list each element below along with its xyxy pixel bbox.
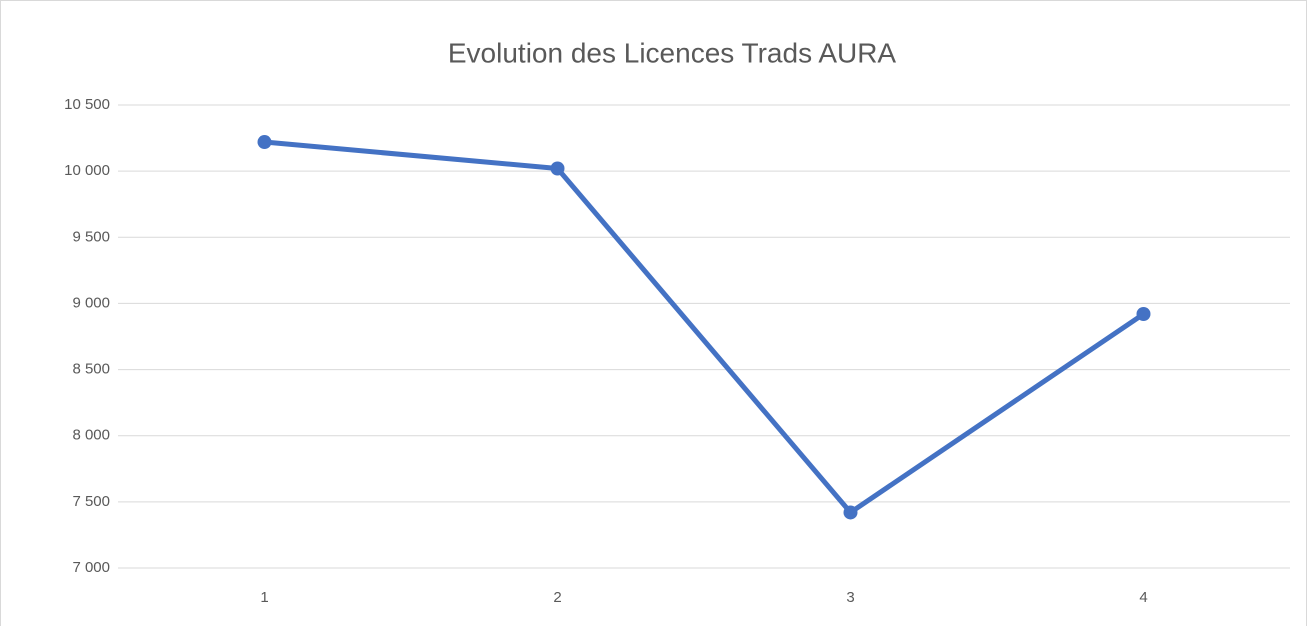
y-tick-label: 7 000	[72, 559, 110, 576]
chart-title: Evolution des Licences Trads AURA	[448, 37, 897, 68]
x-tick-label: 4	[1139, 589, 1147, 606]
y-tick-label: 10 000	[64, 162, 110, 179]
x-tick-label: 3	[846, 589, 854, 606]
y-tick-label: 8 500	[72, 361, 110, 378]
line	[264, 139, 1145, 515]
x-tick-label: 2	[553, 589, 561, 606]
y-tick-label: 8 000	[72, 427, 110, 444]
point	[843, 505, 858, 520]
point	[257, 135, 272, 150]
point	[1136, 307, 1151, 322]
y-tick-label: 7 500	[72, 493, 110, 510]
y-tick-label: 9 000	[72, 294, 110, 311]
point	[550, 161, 565, 176]
x-tick-label: 1	[260, 589, 268, 606]
y-tick-label: 10 500	[64, 96, 110, 113]
y-tick-label: 9 500	[72, 228, 110, 245]
